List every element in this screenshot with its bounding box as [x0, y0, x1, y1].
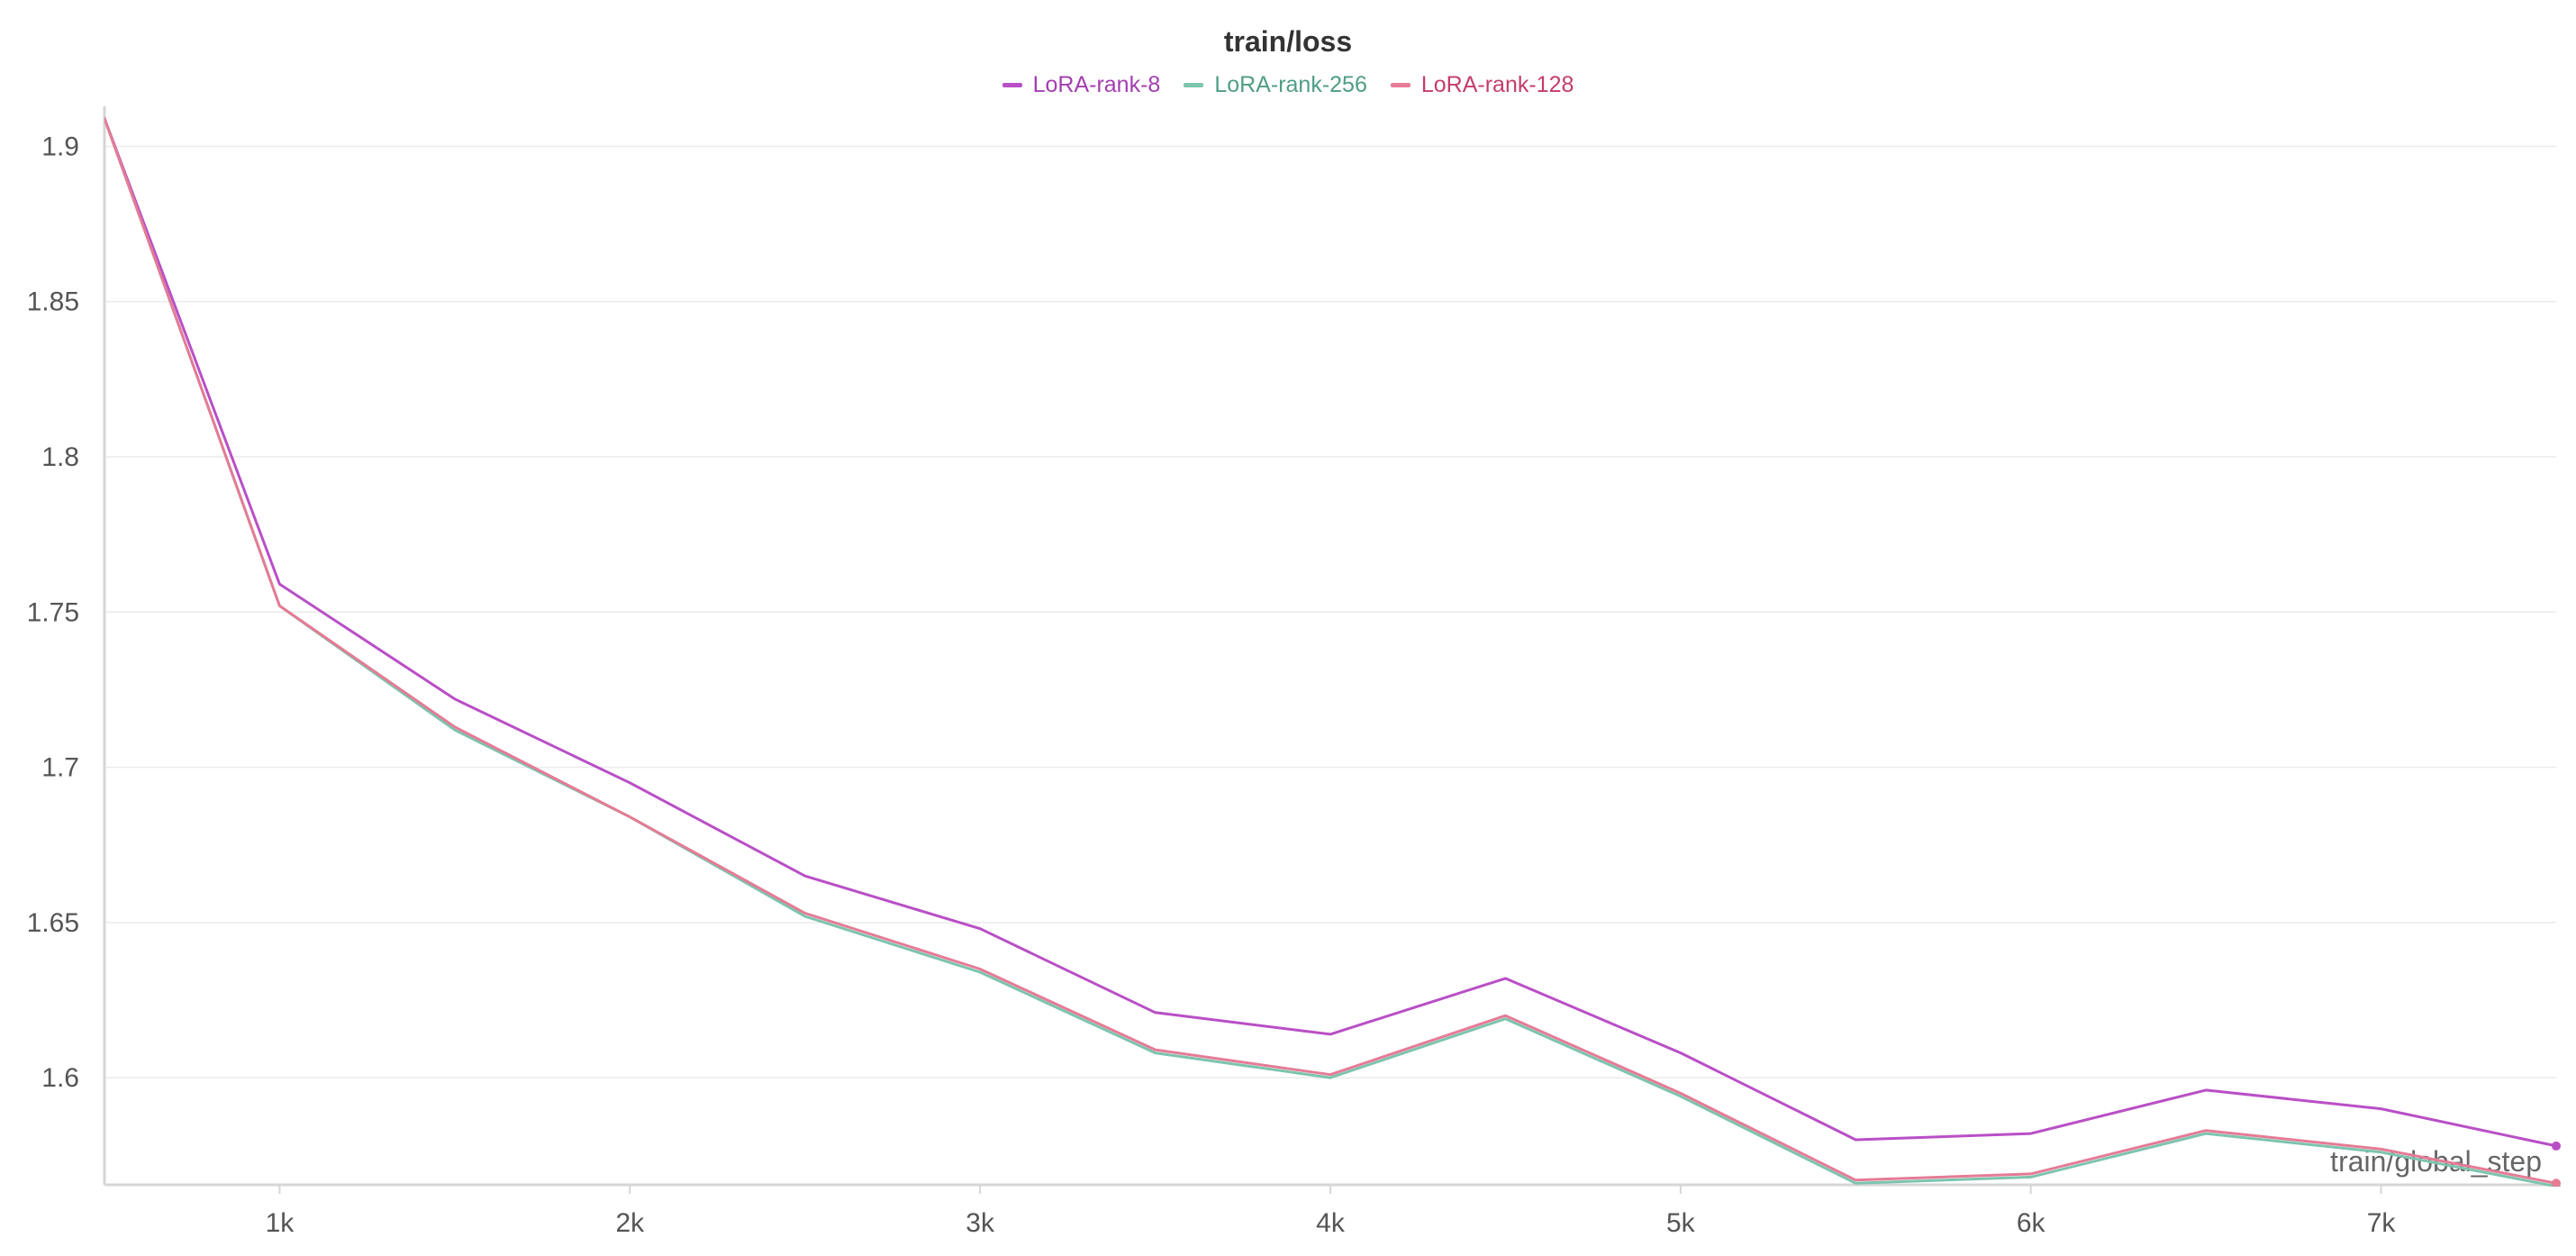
x-tick-label: 5k	[1666, 1208, 1696, 1238]
y-tick-label: 1.6	[41, 1063, 79, 1093]
series-end-point-lora-rank-8[interactable]	[2552, 1141, 2561, 1151]
series-line-lora-rank-8[interactable]	[104, 116, 2558, 1148]
chart-legend: LoRA-rank-8 LoRA-rank-256 LoRA-rank-128	[0, 72, 2576, 98]
x-tick-label: 3k	[966, 1208, 995, 1238]
legend-swatch	[1002, 83, 1022, 87]
x-tick-label: 7k	[2367, 1208, 2397, 1238]
legend-item-lora-rank-8[interactable]: LoRA-rank-8	[1002, 72, 1161, 98]
legend-swatch	[1184, 83, 1204, 87]
legend-label: LoRA-rank-128	[1420, 72, 1574, 97]
series-end-point-lora-rank-128[interactable]	[2552, 1179, 2561, 1188]
legend-item-lora-rank-128[interactable]: LoRA-rank-128	[1390, 72, 1574, 98]
legend-label: LoRA-rank-8	[1032, 72, 1161, 97]
x-tick-label: 4k	[1316, 1208, 1346, 1238]
x-tick-label: 2k	[615, 1208, 645, 1238]
series-line-lora-rank-256[interactable]	[104, 116, 2558, 1187]
x-tick-label: 6k	[2017, 1208, 2046, 1238]
legend-item-lora-rank-256[interactable]: LoRA-rank-256	[1184, 72, 1367, 98]
y-tick-label: 1.7	[41, 753, 79, 783]
x-tick-label: 1k	[266, 1208, 295, 1238]
y-tick-label: 1.85	[27, 287, 79, 317]
legend-swatch	[1390, 83, 1410, 87]
y-tick-label: 1.65	[27, 908, 79, 938]
legend-label: LoRA-rank-256	[1214, 72, 1367, 97]
y-tick-label: 1.9	[41, 132, 79, 161]
y-tick-label: 1.75	[27, 597, 79, 627]
series-line-lora-rank-128[interactable]	[104, 116, 2558, 1185]
chart-title: train/loss	[1223, 25, 1353, 58]
y-tick-label: 1.8	[41, 442, 79, 472]
series-group	[104, 116, 2561, 1188]
